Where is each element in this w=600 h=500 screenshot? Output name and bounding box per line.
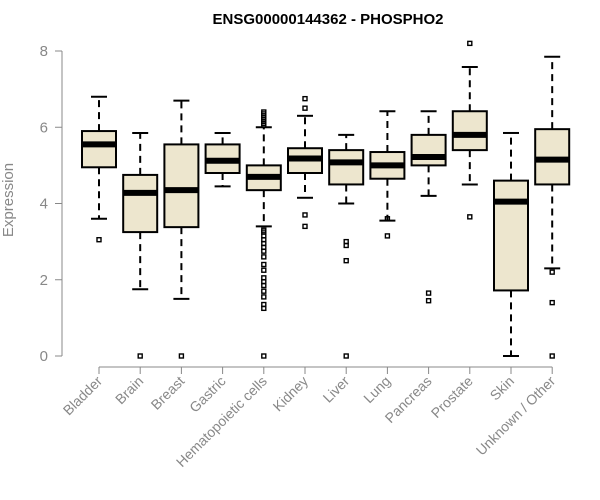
- x-tick-label: Skin: [487, 373, 518, 404]
- outlier-point: [549, 269, 555, 275]
- box-iqr: [328, 149, 365, 186]
- box-lung: [369, 110, 406, 239]
- outlier-point: [96, 237, 102, 243]
- box-iqr: [410, 133, 447, 167]
- y-tick-label: 4: [40, 196, 48, 213]
- box-skin: [493, 131, 529, 357]
- box-iqr: [81, 130, 117, 169]
- box-bladder: [81, 95, 117, 243]
- box-liver: [328, 133, 365, 359]
- outlier-point: [302, 212, 308, 218]
- outlier-point: [261, 109, 267, 115]
- outlier-point: [384, 216, 391, 222]
- outlier-point: [384, 233, 391, 239]
- outlier-point: [137, 353, 143, 359]
- box-iqr: [163, 143, 200, 229]
- outlier-point: [261, 254, 267, 260]
- x-tick-label: Kidney: [270, 373, 312, 415]
- outlier-point: [261, 261, 267, 268]
- box-breast: [163, 99, 200, 359]
- box-pancreas: [410, 110, 447, 304]
- x-tick-label: Liver: [320, 373, 353, 406]
- y-axis: 0 2 4 6 8: [40, 43, 63, 365]
- outlier-point: [261, 288, 267, 294]
- outlier-point: [178, 353, 185, 359]
- x-tick-label: Bladder: [60, 373, 106, 419]
- outlier-point: [302, 223, 308, 230]
- outlier-point: [302, 95, 308, 102]
- outlier-point: [425, 298, 432, 304]
- outlier-point: [261, 248, 267, 254]
- y-tick-label: 0: [40, 348, 48, 365]
- outlier-point: [261, 353, 267, 359]
- outlier-point: [261, 282, 267, 289]
- box-gastric: [204, 131, 241, 188]
- outlier-point: [549, 299, 555, 306]
- y-tick-label: 8: [40, 43, 48, 60]
- outlier-point: [343, 257, 349, 264]
- x-tick-label: Lung: [360, 373, 393, 406]
- box-iqr: [451, 110, 488, 152]
- outlier-point: [467, 40, 473, 47]
- outlier-point: [343, 353, 349, 359]
- outlier-point: [549, 353, 555, 359]
- outlier-point: [261, 294, 267, 300]
- box-unknown-other: [534, 55, 571, 359]
- y-tick-label: 2: [40, 272, 48, 289]
- box-prostate: [451, 40, 488, 220]
- outlier-point: [302, 105, 308, 111]
- outlier-point: [425, 290, 432, 296]
- x-tick-label: Breast: [148, 373, 188, 413]
- y-tick-label: 6: [40, 119, 48, 136]
- chart-title: ENSG00000144362 - PHOSPHO2: [213, 11, 444, 28]
- outlier-point: [467, 214, 473, 220]
- box-kidney: [287, 95, 323, 230]
- outlier-point: [261, 267, 267, 273]
- box-brain: [122, 131, 159, 359]
- box-series: [81, 40, 571, 359]
- outlier-point: [261, 305, 267, 312]
- y-axis-label: Expression: [0, 163, 17, 237]
- box-hematopoietic-cells: [245, 109, 282, 359]
- x-tick-label: Brain: [112, 373, 146, 407]
- outlier-point: [343, 242, 349, 249]
- box-iqr: [493, 179, 529, 292]
- x-tick-label: Prostate: [428, 373, 476, 421]
- box-iqr: [122, 173, 159, 234]
